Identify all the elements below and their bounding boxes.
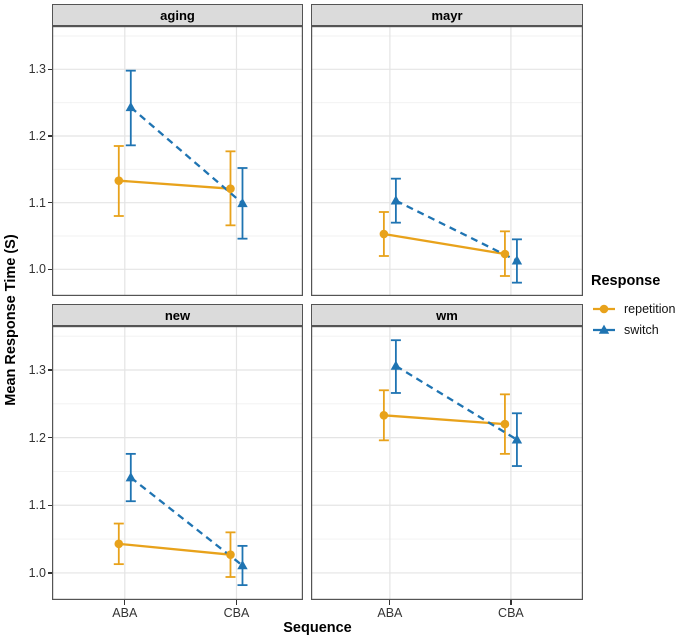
series-line (383, 232, 506, 256)
y-tick-mark (47, 68, 52, 70)
x-tick-label: CBA (223, 606, 250, 620)
panel-border (52, 26, 303, 296)
y-tick-mark (47, 504, 52, 506)
facet-strip-new: new (52, 304, 303, 326)
panel-border (52, 326, 303, 600)
legend: Response repetition switch (591, 273, 685, 340)
y-tick-label: 1.3 (28, 362, 46, 377)
y-axis-title: Mean Response Time (S) (3, 234, 19, 406)
data-point-triangle (237, 560, 248, 570)
legend-item-repetition: repetition (591, 298, 685, 319)
x-tick-mark (124, 600, 126, 605)
x-tick-mark (510, 600, 512, 605)
series-switch (125, 69, 248, 240)
y-tick-label: 1.2 (28, 430, 46, 445)
x-axis-title: Sequence (283, 620, 352, 636)
series-line (383, 414, 506, 426)
legend-title: Response (591, 273, 661, 289)
data-point-triangle (511, 255, 523, 265)
legend-items: repetition switch (591, 298, 685, 340)
data-point-circle (500, 419, 510, 429)
facet-panel-aging (52, 26, 303, 296)
data-point-triangle (237, 197, 248, 208)
series-line (118, 179, 231, 190)
y-tick-label: 1.2 (28, 129, 46, 143)
data-point-circle (379, 411, 389, 420)
data-point-triangle (125, 101, 136, 112)
y-tick-mark (47, 268, 52, 270)
facet-panel-new (52, 326, 303, 600)
x-tick-mark (389, 600, 391, 605)
y-tick-mark (47, 437, 52, 439)
y-tick-label: 1.3 (28, 62, 46, 77)
series-line (130, 106, 244, 205)
data-point-triangle (125, 472, 136, 482)
x-tick-label: ABA (112, 606, 138, 620)
y-tick-mark (47, 369, 52, 371)
x-tick-label: ABA (377, 606, 403, 620)
facet-panel-wm (311, 326, 583, 600)
data-point-circle (114, 539, 124, 549)
panel-border (311, 326, 583, 600)
legend-key-circle-icon (593, 304, 615, 313)
x-tick-label: CBA (498, 606, 524, 620)
y-tick-mark (47, 572, 52, 574)
data-point-circle (114, 176, 124, 185)
data-point-circle (226, 550, 235, 559)
y-tick-label: 1.0 (28, 262, 46, 277)
series-line (395, 199, 518, 262)
data-point-triangle (390, 360, 402, 370)
facet-strip-wm: wm (311, 304, 583, 326)
panel-border (311, 26, 583, 296)
y-tick-mark (47, 135, 52, 137)
y-tick-label: 1.1 (28, 498, 46, 513)
legend-label: switch (624, 322, 659, 337)
data-point-circle (500, 249, 510, 259)
y-tick-mark (47, 202, 52, 204)
data-point-circle (379, 229, 389, 239)
data-point-triangle (390, 195, 402, 205)
x-tick-mark (235, 600, 238, 605)
legend-label: repetition (624, 301, 676, 316)
facet-strip-mayr: mayr (311, 4, 583, 26)
facet-strip-aging: aging (52, 4, 303, 26)
data-point-triangle (511, 434, 523, 444)
y-tick-label: 1.1 (28, 195, 46, 210)
series-line (118, 542, 231, 556)
y-tick-label: 1.0 (28, 565, 46, 580)
series-repetition (113, 522, 236, 578)
legend-key-triangle-icon (593, 324, 615, 334)
facet-panel-mayr (311, 26, 583, 296)
legend-item-switch: switch (591, 319, 685, 340)
data-point-circle (226, 184, 235, 193)
